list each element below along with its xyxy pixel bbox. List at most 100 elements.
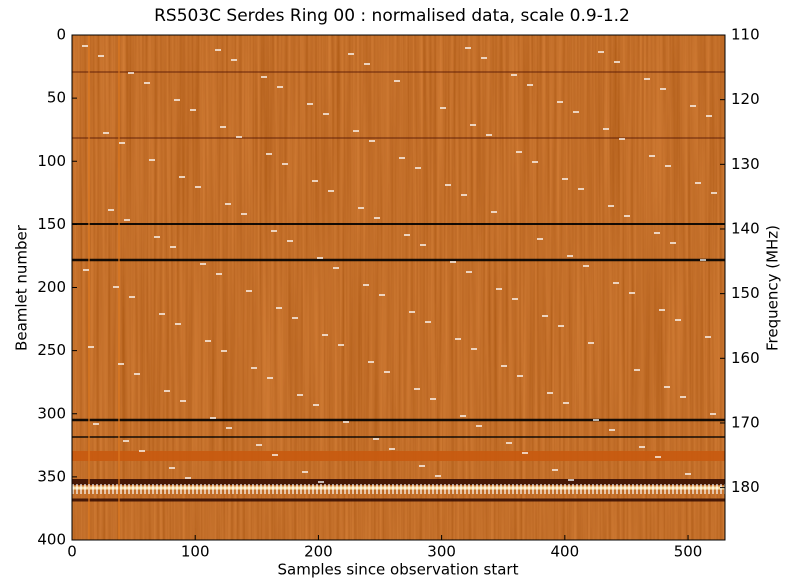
speck <box>516 484 518 494</box>
speck <box>389 448 395 450</box>
speck <box>276 484 278 494</box>
speck <box>680 484 682 494</box>
speck <box>231 59 237 61</box>
y-tick-label: 400 <box>37 531 66 549</box>
speck <box>266 153 272 155</box>
speck <box>685 473 691 475</box>
speck <box>460 484 462 494</box>
x-tick-label: 500 <box>674 543 703 561</box>
speck <box>332 484 334 494</box>
speck <box>348 484 350 494</box>
streak <box>72 258 725 262</box>
speck <box>284 484 286 494</box>
speck <box>516 151 522 153</box>
chart-title: RS503C Serdes Ring 00 : normalised data,… <box>154 6 630 26</box>
speck <box>83 269 89 271</box>
speck <box>297 394 303 396</box>
speck <box>287 240 293 242</box>
speck <box>379 294 385 296</box>
speck <box>430 398 436 400</box>
speck <box>369 140 375 142</box>
speck <box>465 47 471 49</box>
speck <box>584 484 586 494</box>
speck <box>184 484 186 494</box>
speck <box>613 282 619 284</box>
x-tick-label: 200 <box>304 543 333 561</box>
speck <box>700 259 706 261</box>
speck <box>567 255 573 257</box>
speck <box>428 484 430 494</box>
speck <box>537 238 543 240</box>
speck <box>302 471 308 473</box>
speck <box>140 484 142 494</box>
speck <box>660 484 662 494</box>
speck <box>512 298 518 300</box>
speck <box>88 484 90 494</box>
speck <box>200 484 202 494</box>
streak <box>72 71 725 73</box>
speck <box>440 107 446 109</box>
speck <box>380 484 382 494</box>
speck <box>420 244 426 246</box>
speck <box>536 484 538 494</box>
speck <box>466 271 472 273</box>
speck <box>88 346 94 348</box>
speck <box>468 484 470 494</box>
speck <box>436 484 438 494</box>
speck <box>394 80 400 82</box>
speck <box>124 484 126 494</box>
speck <box>180 400 186 402</box>
speck <box>180 484 182 494</box>
speck <box>488 484 490 494</box>
y2-tick-label: 180 <box>731 478 760 496</box>
speck <box>352 484 354 494</box>
speck <box>644 78 650 80</box>
speck <box>232 484 234 494</box>
speck <box>392 484 394 494</box>
speck <box>472 484 474 494</box>
speck <box>511 74 517 76</box>
speck <box>596 484 598 494</box>
speck <box>248 484 250 494</box>
speck <box>164 484 166 494</box>
speck <box>216 484 218 494</box>
speck <box>608 484 610 494</box>
speck <box>215 49 221 51</box>
speck <box>156 484 158 494</box>
y-tick-label: 200 <box>37 278 66 296</box>
speck <box>119 142 125 144</box>
speck <box>409 311 415 313</box>
speck <box>220 126 226 128</box>
speck <box>200 263 206 265</box>
speck <box>344 484 346 494</box>
y-tick-label: 150 <box>37 215 66 233</box>
speck <box>456 484 458 494</box>
speck <box>280 484 282 494</box>
speck <box>92 484 94 494</box>
speck <box>576 484 578 494</box>
speck <box>261 76 267 78</box>
y2-axis-label: Frequency (MHz) <box>764 225 782 351</box>
streak <box>72 486 725 490</box>
speck <box>82 45 88 47</box>
speck <box>506 442 512 444</box>
speck <box>419 465 425 467</box>
speck <box>720 484 722 494</box>
speck <box>128 484 130 494</box>
speck <box>491 211 497 213</box>
speck <box>123 440 129 442</box>
speck <box>424 484 426 494</box>
speck <box>400 484 402 494</box>
speck <box>179 176 185 178</box>
speck <box>484 484 486 494</box>
speck <box>76 484 78 494</box>
speck <box>236 484 238 494</box>
y2-tick-label: 160 <box>731 349 760 367</box>
speck <box>711 192 717 194</box>
speck <box>368 361 374 363</box>
speck <box>660 88 666 90</box>
speck <box>154 236 160 238</box>
streak <box>72 137 725 139</box>
speck <box>547 392 553 394</box>
speck <box>486 134 492 136</box>
